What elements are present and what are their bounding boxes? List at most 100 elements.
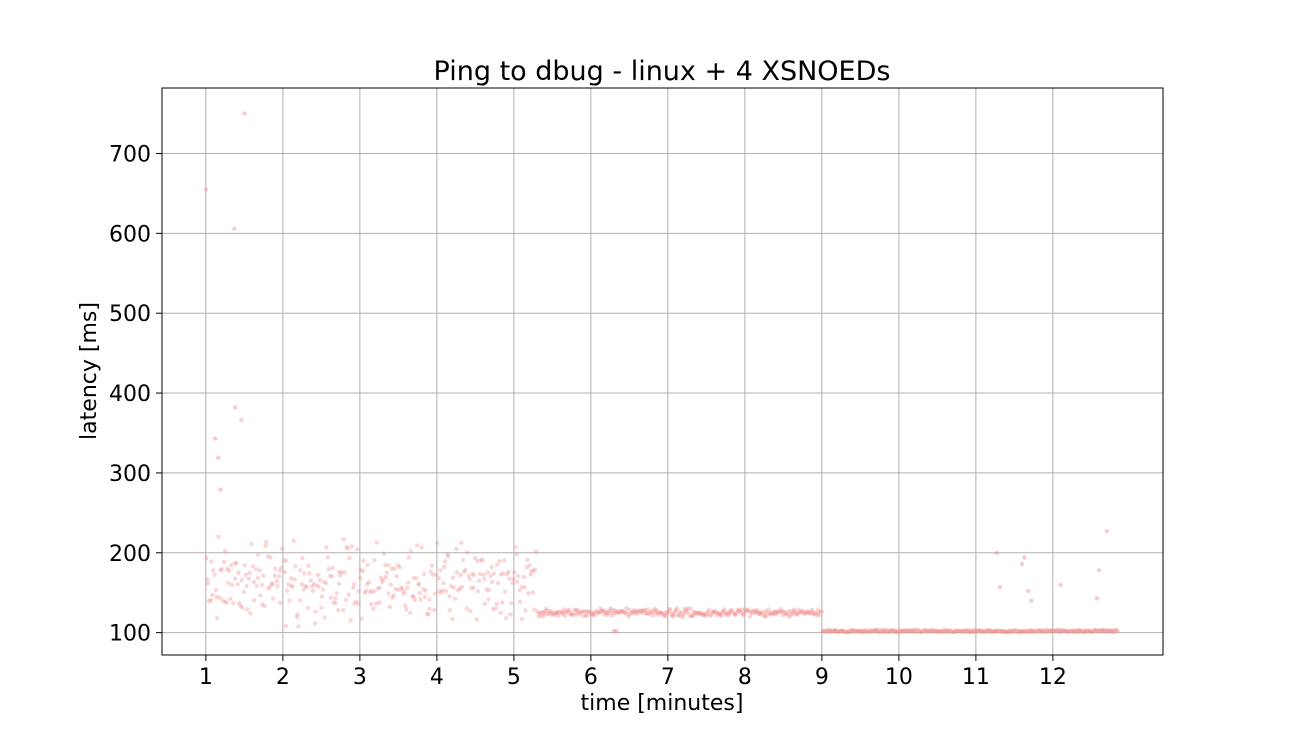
data-point	[888, 628, 893, 634]
data-point	[1070, 628, 1075, 634]
data-point	[239, 418, 244, 423]
data-point	[1044, 627, 1050, 633]
data-point	[1061, 628, 1067, 633]
data-point	[914, 629, 919, 634]
data-point	[533, 567, 538, 572]
data-point	[1098, 628, 1103, 633]
data-point	[842, 629, 848, 635]
data-point	[1088, 629, 1093, 634]
data-point	[1072, 628, 1078, 633]
data-point	[1110, 628, 1115, 633]
data-point	[319, 605, 324, 610]
data-point	[663, 609, 669, 615]
data-point	[430, 572, 436, 578]
data-point	[452, 596, 458, 601]
data-point	[205, 576, 210, 582]
data-point	[669, 611, 674, 617]
data-point	[1065, 629, 1071, 634]
data-point	[423, 588, 428, 593]
data-point	[998, 628, 1004, 634]
data-point	[317, 577, 323, 583]
data-point	[507, 576, 512, 581]
data-point	[1023, 629, 1029, 635]
data-point	[526, 591, 531, 596]
data-point	[1058, 628, 1063, 633]
data-point	[232, 405, 238, 410]
data-point	[212, 436, 218, 441]
data-point	[635, 609, 641, 614]
data-point	[224, 600, 229, 605]
data-point	[364, 581, 370, 587]
data-point	[270, 582, 276, 587]
data-point	[939, 629, 944, 634]
data-point	[670, 613, 675, 619]
data-point	[571, 612, 576, 618]
data-point	[450, 616, 455, 622]
data-point	[929, 628, 934, 634]
data-point	[942, 628, 947, 633]
data-point	[630, 609, 636, 614]
data-point	[536, 614, 541, 619]
data-point	[685, 606, 691, 611]
data-point	[879, 627, 884, 633]
data-point	[293, 564, 298, 569]
data-point	[613, 609, 618, 614]
data-point	[1092, 628, 1097, 634]
data-point	[250, 564, 256, 569]
data-point	[1019, 629, 1024, 634]
data-point	[607, 610, 612, 615]
data-point	[344, 544, 349, 550]
data-point	[1057, 629, 1062, 635]
data-point	[1100, 628, 1106, 633]
data-point	[1022, 555, 1027, 560]
data-point	[361, 558, 366, 564]
data-point	[915, 627, 921, 632]
y-axis-ticks: 100 200 300 400 500 600 700	[109, 142, 162, 647]
data-point	[330, 565, 335, 571]
data-point	[1015, 629, 1020, 634]
data-point	[833, 628, 838, 633]
data-point	[232, 226, 237, 231]
data-point	[1066, 629, 1071, 635]
data-point	[736, 608, 742, 613]
data-point	[254, 583, 260, 589]
data-point	[421, 571, 427, 577]
data-point	[720, 609, 725, 614]
data-point	[704, 613, 709, 618]
data-point	[482, 601, 488, 607]
data-point	[216, 534, 221, 539]
data-point	[825, 627, 831, 632]
data-point	[323, 581, 329, 586]
data-point	[351, 585, 356, 590]
data-point	[666, 609, 671, 615]
data-point	[986, 628, 992, 634]
data-point	[802, 611, 807, 616]
y-tick-label: 200	[109, 542, 151, 567]
data-point	[365, 562, 370, 568]
data-point	[822, 628, 828, 634]
data-point	[790, 611, 795, 616]
data-point	[1020, 629, 1026, 634]
data-point	[825, 628, 830, 634]
data-point	[539, 611, 544, 616]
data-point	[338, 573, 343, 578]
data-point	[459, 584, 464, 590]
data-point	[864, 628, 869, 634]
data-point	[242, 563, 248, 568]
data-point	[792, 608, 797, 614]
data-point	[715, 611, 721, 616]
data-point	[962, 629, 967, 634]
data-point	[957, 628, 963, 634]
data-point	[489, 564, 494, 570]
data-point	[428, 569, 433, 575]
data-point	[311, 581, 316, 587]
data-point	[618, 608, 624, 614]
data-point	[895, 628, 901, 634]
data-point	[601, 608, 606, 613]
data-point	[313, 609, 318, 614]
data-point	[502, 558, 507, 563]
data-point	[290, 584, 296, 589]
x-tick-label: 3	[353, 665, 367, 690]
data-point	[447, 607, 452, 613]
